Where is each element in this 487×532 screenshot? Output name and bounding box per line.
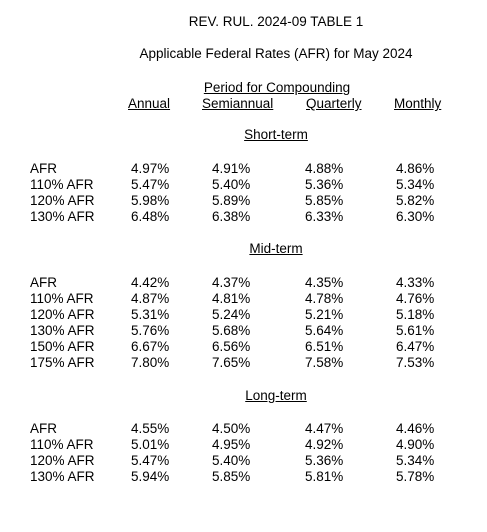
row-label: 110% AFR — [30, 177, 94, 192]
rate-annual: 6.67% — [131, 339, 170, 354]
row-label: 120% AFR — [30, 193, 95, 208]
row-label: 120% AFR — [30, 453, 95, 468]
rate-quarterly: 4.88% — [305, 161, 344, 176]
rate-quarterly: 5.21% — [305, 307, 344, 322]
rate-annual: 5.31% — [131, 307, 170, 322]
row-label: 110% AFR — [30, 291, 94, 306]
rate-annual: 4.87% — [131, 291, 170, 306]
row-label: 175% AFR — [30, 355, 95, 370]
rate-semiannual: 4.91% — [212, 161, 251, 176]
rate-semiannual: 5.89% — [212, 193, 251, 208]
rate-annual: 5.47% — [131, 177, 170, 192]
rate-semiannual: 4.37% — [212, 275, 251, 290]
rate-semiannual: 5.24% — [212, 307, 251, 322]
rate-quarterly: 4.92% — [305, 437, 344, 452]
row-label: 110% AFR — [30, 437, 94, 452]
rate-monthly: 6.30% — [396, 209, 435, 224]
rate-annual: 5.76% — [131, 323, 170, 338]
rate-monthly: 5.82% — [396, 193, 435, 208]
rate-quarterly: 6.33% — [305, 209, 344, 224]
rate-semiannual: 4.95% — [212, 437, 251, 452]
rate-monthly: 5.34% — [396, 453, 435, 468]
rate-quarterly: 5.81% — [305, 469, 344, 484]
rate-monthly: 7.53% — [396, 355, 435, 370]
row-label: AFR — [30, 161, 57, 176]
column-header-annual: Annual — [128, 96, 171, 111]
row-label: 130% AFR — [30, 209, 95, 224]
rate-quarterly: 4.47% — [305, 421, 344, 436]
column-header-quarterly: Quarterly — [306, 96, 362, 111]
rate-annual: 5.47% — [131, 453, 170, 468]
row-label: 120% AFR — [30, 307, 95, 322]
column-header-monthly: Monthly — [394, 96, 442, 111]
rate-monthly: 4.33% — [396, 275, 435, 290]
rate-quarterly: 4.35% — [305, 275, 344, 290]
row-label: 130% AFR — [30, 469, 95, 484]
rate-semiannual: 5.85% — [212, 469, 251, 484]
rate-quarterly: 5.85% — [305, 193, 344, 208]
section-heading-mid-term: Mid-term — [249, 241, 303, 256]
rate-annual: 4.55% — [131, 421, 170, 436]
document-subtitle: Applicable Federal Rates (AFR) for May 2… — [139, 46, 413, 61]
rate-monthly: 5.34% — [396, 177, 435, 192]
rate-semiannual: 5.40% — [212, 177, 251, 192]
rate-monthly: 5.61% — [396, 323, 435, 338]
row-label: 150% AFR — [30, 339, 95, 354]
rate-annual: 5.98% — [131, 193, 170, 208]
rate-quarterly: 7.58% — [305, 355, 344, 370]
period-header: Period for Compounding — [203, 80, 351, 95]
rate-monthly: 4.76% — [396, 291, 435, 306]
rate-semiannual: 7.65% — [212, 355, 251, 370]
rate-annual: 6.48% — [131, 209, 170, 224]
row-label: AFR — [30, 275, 57, 290]
rate-semiannual: 6.38% — [212, 209, 251, 224]
rate-annual: 5.01% — [131, 437, 170, 452]
rate-annual: 7.80% — [131, 355, 170, 370]
document-title: REV. RUL. 2024-09 TABLE 1 — [188, 14, 364, 29]
row-label: AFR — [30, 421, 57, 436]
rate-monthly: 5.18% — [396, 307, 435, 322]
rate-semiannual: 6.56% — [212, 339, 251, 354]
rate-semiannual: 4.81% — [212, 291, 251, 306]
rate-annual: 5.94% — [131, 469, 170, 484]
rate-semiannual: 5.68% — [212, 323, 251, 338]
rate-quarterly: 4.78% — [305, 291, 344, 306]
rate-quarterly: 5.64% — [305, 323, 344, 338]
rate-monthly: 4.90% — [396, 437, 435, 452]
rate-annual: 4.97% — [131, 161, 170, 176]
rate-monthly: 6.47% — [396, 339, 435, 354]
rate-semiannual: 4.50% — [212, 421, 251, 436]
rate-monthly: 4.86% — [396, 161, 435, 176]
rate-quarterly: 5.36% — [305, 453, 344, 468]
section-heading-long-term: Long-term — [245, 388, 307, 403]
rate-monthly: 4.46% — [396, 421, 435, 436]
row-label: 130% AFR — [30, 323, 95, 338]
column-header-semiannual: Semiannual — [202, 96, 274, 111]
rate-annual: 4.42% — [131, 275, 170, 290]
rate-quarterly: 5.36% — [305, 177, 344, 192]
rate-semiannual: 5.40% — [212, 453, 251, 468]
rate-monthly: 5.78% — [396, 469, 435, 484]
section-heading-short-term: Short-term — [244, 127, 308, 142]
rate-quarterly: 6.51% — [305, 339, 344, 354]
